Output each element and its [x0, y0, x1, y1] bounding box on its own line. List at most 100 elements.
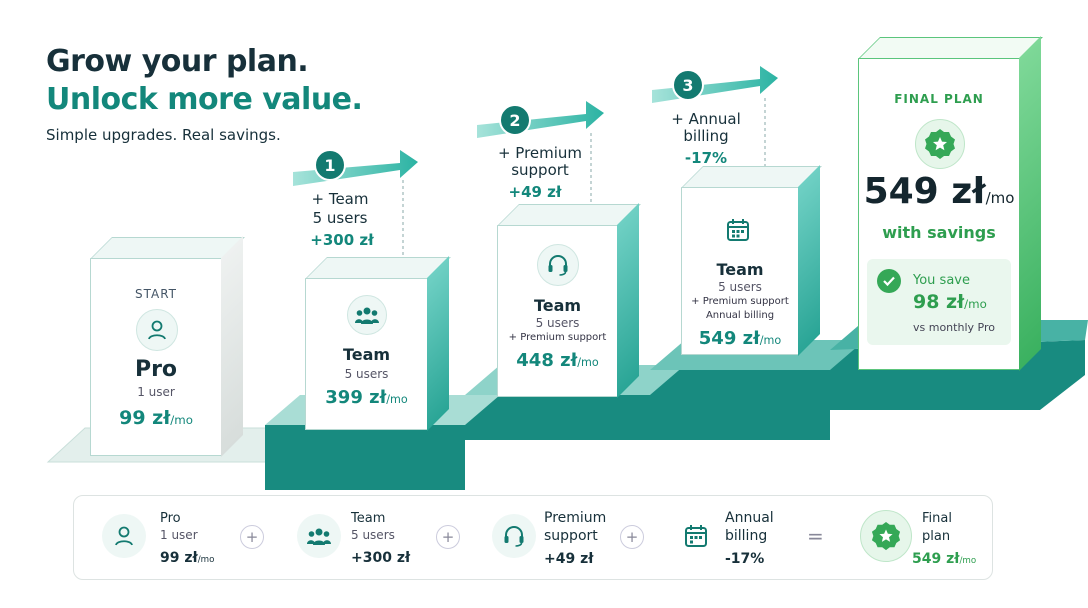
summary-price: +300 zł [351, 550, 411, 566]
arrow [293, 150, 418, 186]
plan-price: 448 zł/mo [498, 350, 617, 371]
plan-extra: + Premium support [691, 296, 789, 307]
operator: + [436, 525, 460, 549]
card-label: FINAL PLAN [894, 92, 984, 106]
icon-part [559, 271, 567, 276]
summary-line: 1 user [160, 528, 198, 542]
save-label: You save [913, 273, 970, 288]
icon-part [504, 536, 509, 543]
icon [102, 514, 146, 558]
icon-part [371, 310, 378, 316]
price-unit: /mo [577, 356, 599, 369]
icon-part [741, 230, 744, 233]
icon-part [151, 320, 163, 332]
plan-users: 5 users [344, 367, 389, 381]
icon-part [515, 542, 523, 547]
price: 549 zł [698, 328, 760, 349]
summary-price: 549 zł/mo [912, 551, 976, 567]
step-price: +49 zł [508, 183, 562, 201]
final-card: FINAL PLAN 549 zł/mo with savings You sa… [858, 58, 1020, 370]
plan-name: Team [342, 345, 391, 364]
price-unit: /mo [197, 555, 215, 565]
price: 549 zł [912, 551, 960, 567]
final-price: 549 zł/mo [859, 171, 1019, 212]
icon-part [355, 319, 379, 324]
savings-box: You save 98 zł/mo vs monthly Pro [867, 259, 1011, 345]
plan-extra: Annual billing [705, 310, 775, 321]
calendar-icon [685, 525, 707, 547]
plan-extra: + Premium support [508, 332, 607, 343]
icon-part [115, 540, 133, 546]
plan-name: Pro [134, 357, 178, 382]
icon [347, 295, 387, 335]
icon-part [690, 536, 693, 539]
price: 448 zł [516, 350, 578, 371]
icon [537, 244, 579, 286]
icon-part [732, 230, 735, 233]
group-icon [307, 528, 331, 545]
step-text: + Premium [497, 144, 583, 162]
plan-price: 99 zł/mo [91, 407, 221, 429]
price: 99 zł [119, 407, 171, 429]
summary-price: 99 zł/mo [160, 550, 214, 566]
icon-part [736, 230, 740, 233]
icon [297, 514, 341, 558]
step-text: 5 users [312, 209, 368, 227]
icon [674, 514, 718, 558]
operator: = [807, 524, 824, 548]
plan-name: Team [533, 296, 582, 315]
step-number: 1 [324, 156, 335, 175]
summary-line: Team [351, 511, 386, 526]
user-icon [148, 320, 166, 340]
icon-part [356, 310, 363, 316]
step-price: -17% [684, 149, 728, 167]
summary-line: plan [922, 529, 951, 544]
plan-users: 5 users [535, 316, 580, 330]
plan-card: START Pro 1 user 99 zł/mo [90, 258, 222, 456]
title: Unlock more value. [46, 82, 363, 117]
price-unit: /mo [964, 297, 987, 311]
user-icon [115, 526, 133, 546]
price-unit: /mo [959, 556, 977, 566]
icon [136, 309, 178, 351]
final-note: with savings [882, 223, 996, 242]
plan-card: Team 5 users + Premium support Annual bi… [681, 187, 799, 355]
arrow [477, 101, 604, 138]
icon-part [563, 265, 568, 272]
price: 99 zł [160, 550, 198, 566]
step-price: +300 zł [310, 231, 374, 249]
icon [860, 510, 912, 562]
price: 399 zł [325, 387, 387, 408]
step-badge [499, 104, 531, 136]
price-unit: /mo [759, 334, 782, 347]
step-badge [672, 69, 704, 101]
step-text: + Team [311, 190, 369, 208]
icon-part [933, 137, 947, 151]
plan-price: 549 zł/mo [682, 328, 798, 349]
icon-part [732, 230, 744, 238]
save-note: vs monthly Pro [913, 321, 995, 334]
plan-card: Team 5 users + Premium support 448 zł/mo [497, 225, 618, 397]
card-label: START [134, 287, 178, 301]
summary-line: billing [725, 528, 768, 544]
price-unit: /mo [985, 189, 1015, 207]
group-icon [355, 307, 379, 324]
subtitle: Simple upgrades. Real savings. [46, 126, 281, 144]
step-text: support [511, 161, 569, 179]
icon-part [308, 531, 315, 537]
icon-part [363, 307, 371, 315]
icon-part [699, 536, 702, 539]
summary-line: 5 users [351, 528, 395, 542]
plan-users: 5 users [718, 280, 762, 294]
step-front [265, 340, 1085, 490]
summary-price: -17% [725, 551, 765, 567]
icon-part [732, 234, 735, 238]
step-number: 2 [509, 111, 520, 130]
icon-part [315, 528, 323, 536]
operator: + [240, 525, 264, 549]
price-unit: /mo [386, 393, 408, 406]
icon [492, 514, 536, 558]
icon-part [148, 334, 166, 340]
price: 98 zł [913, 291, 965, 313]
